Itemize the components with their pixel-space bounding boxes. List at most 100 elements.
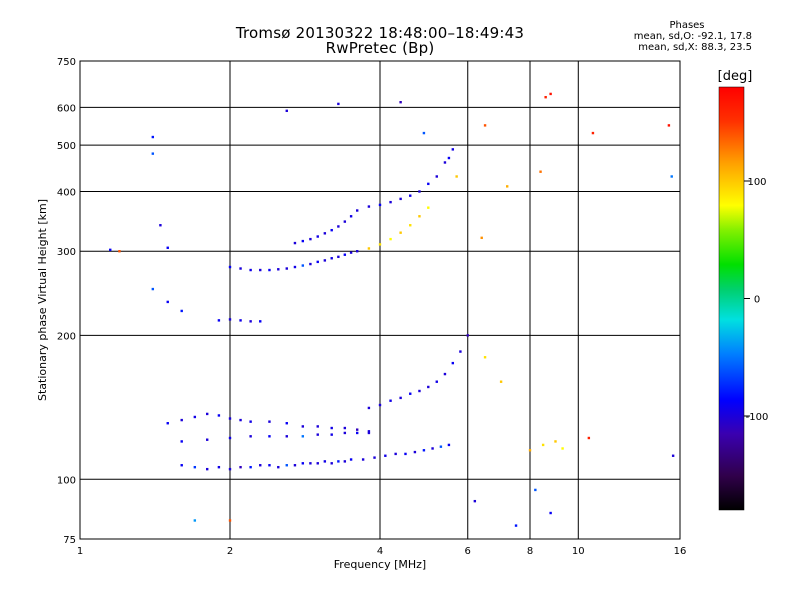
data-point — [349, 215, 353, 218]
data-point — [367, 205, 371, 208]
data-point — [399, 396, 402, 400]
data-point — [534, 488, 537, 492]
data-point — [323, 460, 327, 463]
plot-frame — [79, 60, 681, 540]
data-point — [427, 206, 430, 209]
data-point — [337, 255, 340, 259]
data-point — [355, 431, 359, 435]
data-point — [249, 320, 252, 323]
data-point — [309, 462, 312, 465]
data-point — [118, 250, 121, 253]
data-point — [217, 319, 221, 322]
data-point — [316, 462, 319, 465]
data-point — [378, 243, 382, 246]
data-point — [277, 465, 280, 469]
data-point — [301, 435, 305, 438]
data-point — [399, 231, 402, 234]
data-point — [285, 267, 288, 270]
data-point — [293, 241, 297, 245]
data-point — [367, 247, 371, 250]
data-point — [418, 389, 421, 393]
data-point — [285, 422, 288, 425]
data-point — [285, 464, 288, 467]
data-point — [293, 265, 297, 269]
data-point — [151, 135, 155, 139]
data-point — [268, 268, 271, 272]
x-axis-label: Frequency [MHz] — [334, 558, 426, 571]
data-point — [466, 334, 469, 337]
data-point — [367, 431, 371, 435]
data-point — [337, 225, 340, 228]
data-point — [277, 268, 280, 271]
data-point — [309, 237, 312, 241]
y-axis-label: Stationary phase Virtual Height [km] — [36, 199, 49, 401]
y-tick-label: 300 — [57, 247, 76, 258]
data-point — [228, 467, 232, 471]
data-point — [394, 452, 397, 456]
data-point — [443, 161, 447, 164]
data-point — [239, 465, 242, 469]
data-point — [268, 420, 271, 423]
data-point — [409, 392, 412, 395]
chart-title: Tromsø 20130322 18:48:00–18:49:43 — [235, 24, 525, 42]
data-point — [427, 385, 430, 389]
data-point — [301, 264, 305, 267]
data-point — [671, 454, 675, 457]
data-point — [670, 175, 673, 178]
data-point — [483, 124, 487, 127]
data-point — [418, 215, 421, 218]
data-point — [239, 418, 242, 422]
data-point — [151, 287, 155, 291]
data-point — [330, 462, 333, 465]
data-point — [249, 465, 252, 469]
colorbar-tick-label: -100 — [746, 412, 769, 423]
data-point — [249, 435, 252, 438]
title-block: Tromsø 20130322 18:48:00–18:49:43 RwPret… — [180, 26, 580, 56]
y-tick-label: 750 — [57, 57, 76, 68]
y-tick-label: 75 — [63, 535, 76, 546]
data-point — [337, 460, 340, 463]
data-point — [259, 464, 262, 467]
x-tick-label: 4 — [377, 546, 383, 557]
data-point — [285, 109, 288, 113]
data-point — [554, 440, 557, 443]
y-tick-label: 600 — [57, 103, 76, 114]
data-point — [316, 425, 319, 428]
data-point — [249, 268, 252, 272]
data-point — [343, 431, 347, 435]
data-point — [228, 519, 232, 522]
data-point — [451, 148, 455, 151]
x-tick-label: 16 — [674, 546, 687, 557]
data-point — [285, 435, 288, 438]
data-point — [418, 190, 421, 193]
phase-stats-title: Phases — [669, 20, 705, 31]
data-point — [249, 420, 252, 423]
x-axis-ticks: 1 2 4 6 8 10 16 — [77, 546, 687, 557]
data-point — [180, 309, 183, 313]
x-tick-label: 8 — [527, 546, 533, 557]
data-point — [404, 452, 407, 456]
data-point — [316, 260, 319, 264]
data-point — [355, 250, 359, 253]
data-point — [309, 262, 312, 266]
data-point — [166, 246, 169, 249]
data-point — [109, 248, 112, 252]
colorbar — [718, 86, 745, 511]
y-axis-ticks: 75 100 200 300 400 500 600 750 — [57, 57, 76, 546]
data-point — [499, 380, 503, 383]
data-point — [514, 524, 518, 527]
y-tick-label: 500 — [57, 141, 76, 152]
data-point — [193, 465, 197, 469]
data-point — [228, 436, 232, 440]
data-point — [217, 465, 221, 469]
data-point — [205, 467, 209, 471]
data-point — [330, 433, 333, 436]
data-point — [316, 433, 319, 436]
data-point — [389, 237, 392, 241]
data-point — [180, 440, 183, 443]
data-point — [435, 380, 438, 383]
data-point — [435, 175, 438, 178]
data-point — [451, 361, 455, 365]
